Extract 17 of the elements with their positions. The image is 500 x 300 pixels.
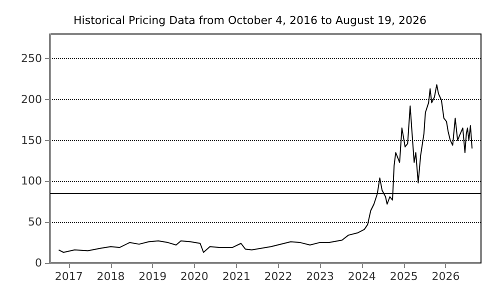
x-tick-label: 2017 bbox=[54, 270, 83, 283]
y-tick-label: 150 bbox=[21, 134, 42, 147]
y-tick-label: 200 bbox=[21, 92, 42, 106]
x-tick-label: 2019 bbox=[138, 270, 167, 283]
x-tick-label: 2021 bbox=[222, 270, 250, 283]
x-tick-label: 2025 bbox=[390, 270, 418, 283]
y-tick-label: 0 bbox=[35, 256, 42, 270]
chart-title: Historical Pricing Data from October 4, 2016 to August 19, 2026 bbox=[74, 14, 426, 27]
x-tick-label: 2020 bbox=[180, 270, 208, 283]
x-tick-label: 2018 bbox=[96, 270, 125, 283]
y-tick-label: 100 bbox=[21, 174, 42, 188]
x-tick-label: 2024 bbox=[348, 270, 376, 283]
x-tick-label: 2022 bbox=[264, 270, 292, 283]
y-tick-label: 250 bbox=[21, 52, 42, 66]
x-tick-label: 2023 bbox=[306, 270, 334, 283]
y-tick-label: 50 bbox=[28, 216, 42, 229]
x-tick-label: 2026 bbox=[432, 270, 460, 283]
